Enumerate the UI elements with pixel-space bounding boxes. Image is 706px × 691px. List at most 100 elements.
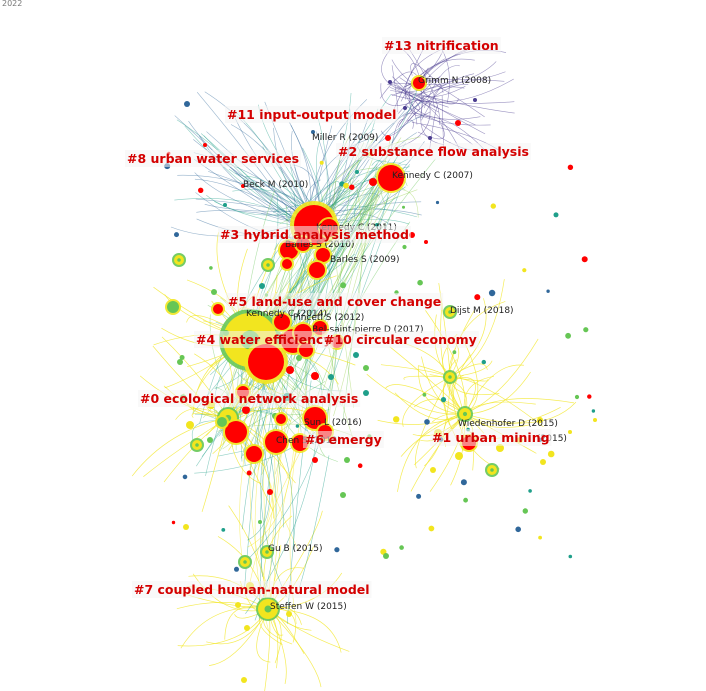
network-node bbox=[481, 359, 486, 365]
network-edge bbox=[410, 63, 437, 83]
network-node bbox=[385, 135, 391, 141]
network-node bbox=[455, 120, 461, 126]
cluster-label-background bbox=[218, 226, 411, 243]
network-edge bbox=[403, 375, 451, 380]
network-edge bbox=[406, 84, 469, 123]
network-edge bbox=[188, 120, 304, 226]
cluster-label-background bbox=[430, 429, 552, 446]
network-node bbox=[460, 479, 467, 486]
network-node bbox=[343, 182, 349, 189]
network-node bbox=[241, 677, 247, 683]
network-edge bbox=[299, 455, 330, 588]
network-node bbox=[376, 163, 406, 193]
network-edge bbox=[423, 65, 460, 109]
network-node bbox=[488, 289, 496, 297]
network-node bbox=[244, 340, 288, 384]
network-node bbox=[183, 524, 189, 530]
network-node bbox=[207, 437, 213, 443]
node-label: (2015) bbox=[537, 434, 567, 444]
node-label: Gu B (2015) bbox=[268, 544, 323, 554]
network-edge bbox=[464, 398, 575, 415]
node-label: Kennedy C (2007) bbox=[392, 171, 473, 181]
network-node bbox=[172, 253, 186, 267]
network-node bbox=[198, 187, 204, 193]
network-node bbox=[190, 438, 204, 452]
cluster-label-urban-water-services: #8 urban water services bbox=[127, 151, 299, 166]
network-node bbox=[174, 232, 179, 238]
cluster-label-background bbox=[225, 106, 399, 123]
network-edge bbox=[397, 413, 466, 492]
network-node bbox=[311, 372, 319, 380]
network-edge bbox=[402, 376, 451, 427]
network-node bbox=[274, 412, 288, 426]
cluster-label-emergy: #6 emergy bbox=[305, 432, 382, 447]
network-node bbox=[267, 489, 273, 495]
network-node bbox=[457, 406, 473, 422]
network-node bbox=[522, 508, 528, 514]
network-node bbox=[402, 244, 407, 250]
network-node bbox=[399, 545, 404, 550]
network-node bbox=[528, 489, 532, 493]
network-edge bbox=[392, 76, 420, 110]
network-node bbox=[261, 258, 275, 272]
network-edge bbox=[267, 608, 322, 688]
network-node bbox=[344, 457, 350, 463]
node-label: Sun L (2016) bbox=[304, 418, 362, 428]
network-edge bbox=[449, 298, 487, 378]
network-edge bbox=[400, 413, 466, 457]
network-node bbox=[244, 625, 250, 631]
network-node bbox=[565, 332, 571, 339]
network-edge bbox=[405, 104, 491, 126]
network-node bbox=[393, 416, 400, 423]
network-node bbox=[363, 390, 369, 396]
network-node bbox=[567, 164, 574, 170]
node-label: Barles S (2010) bbox=[285, 240, 354, 250]
network-edge bbox=[403, 79, 505, 88]
network-edge bbox=[242, 427, 258, 530]
network-node bbox=[430, 467, 436, 473]
network-edge bbox=[380, 364, 451, 378]
network-edge bbox=[247, 448, 295, 548]
node-label: Pincetl S (2012) bbox=[293, 313, 364, 323]
network-node bbox=[241, 184, 245, 188]
network-edge bbox=[333, 185, 363, 417]
network-node bbox=[522, 268, 527, 273]
corner-text: 2022 bbox=[2, 0, 22, 8]
network-edge bbox=[343, 158, 408, 236]
network-node bbox=[211, 302, 225, 316]
network-node bbox=[583, 327, 589, 333]
network-node bbox=[443, 305, 457, 319]
network-node bbox=[349, 184, 355, 190]
cluster-label-background bbox=[125, 150, 301, 167]
network-edge bbox=[389, 86, 476, 126]
network-node bbox=[203, 143, 207, 147]
cluster-label-background bbox=[303, 431, 384, 448]
network-node bbox=[246, 470, 252, 476]
cluster-label-hybrid-analysis-method: #3 hybrid analysis method bbox=[220, 227, 409, 242]
network-edge bbox=[260, 452, 287, 598]
node-label-layer: Grimm N (2008) Miller R (2009) Kennedy C… bbox=[243, 76, 567, 612]
cluster-label-input-output-model: #11 input-output model bbox=[227, 107, 396, 122]
network-edge bbox=[390, 90, 461, 150]
network-edge bbox=[449, 301, 506, 378]
network-node bbox=[307, 260, 327, 280]
network-node bbox=[256, 597, 280, 621]
network-node bbox=[165, 299, 181, 315]
network-edge bbox=[391, 94, 515, 104]
network-node bbox=[328, 374, 334, 380]
node-label: Grimm N (2008) bbox=[418, 76, 491, 86]
network-node bbox=[443, 370, 457, 384]
network-node bbox=[463, 497, 468, 503]
network-node bbox=[296, 355, 302, 361]
network-edge bbox=[397, 76, 441, 128]
network-node bbox=[223, 419, 249, 445]
cluster-label-background bbox=[322, 331, 479, 348]
network-node bbox=[490, 203, 496, 209]
network-node bbox=[314, 246, 332, 264]
network-node bbox=[452, 350, 457, 355]
network-node bbox=[515, 526, 521, 533]
network-node bbox=[568, 430, 572, 434]
cluster-label-layer: #13 nitrification #11 input-output model… bbox=[125, 37, 552, 598]
network-edge bbox=[379, 71, 417, 99]
network-node bbox=[403, 106, 407, 110]
